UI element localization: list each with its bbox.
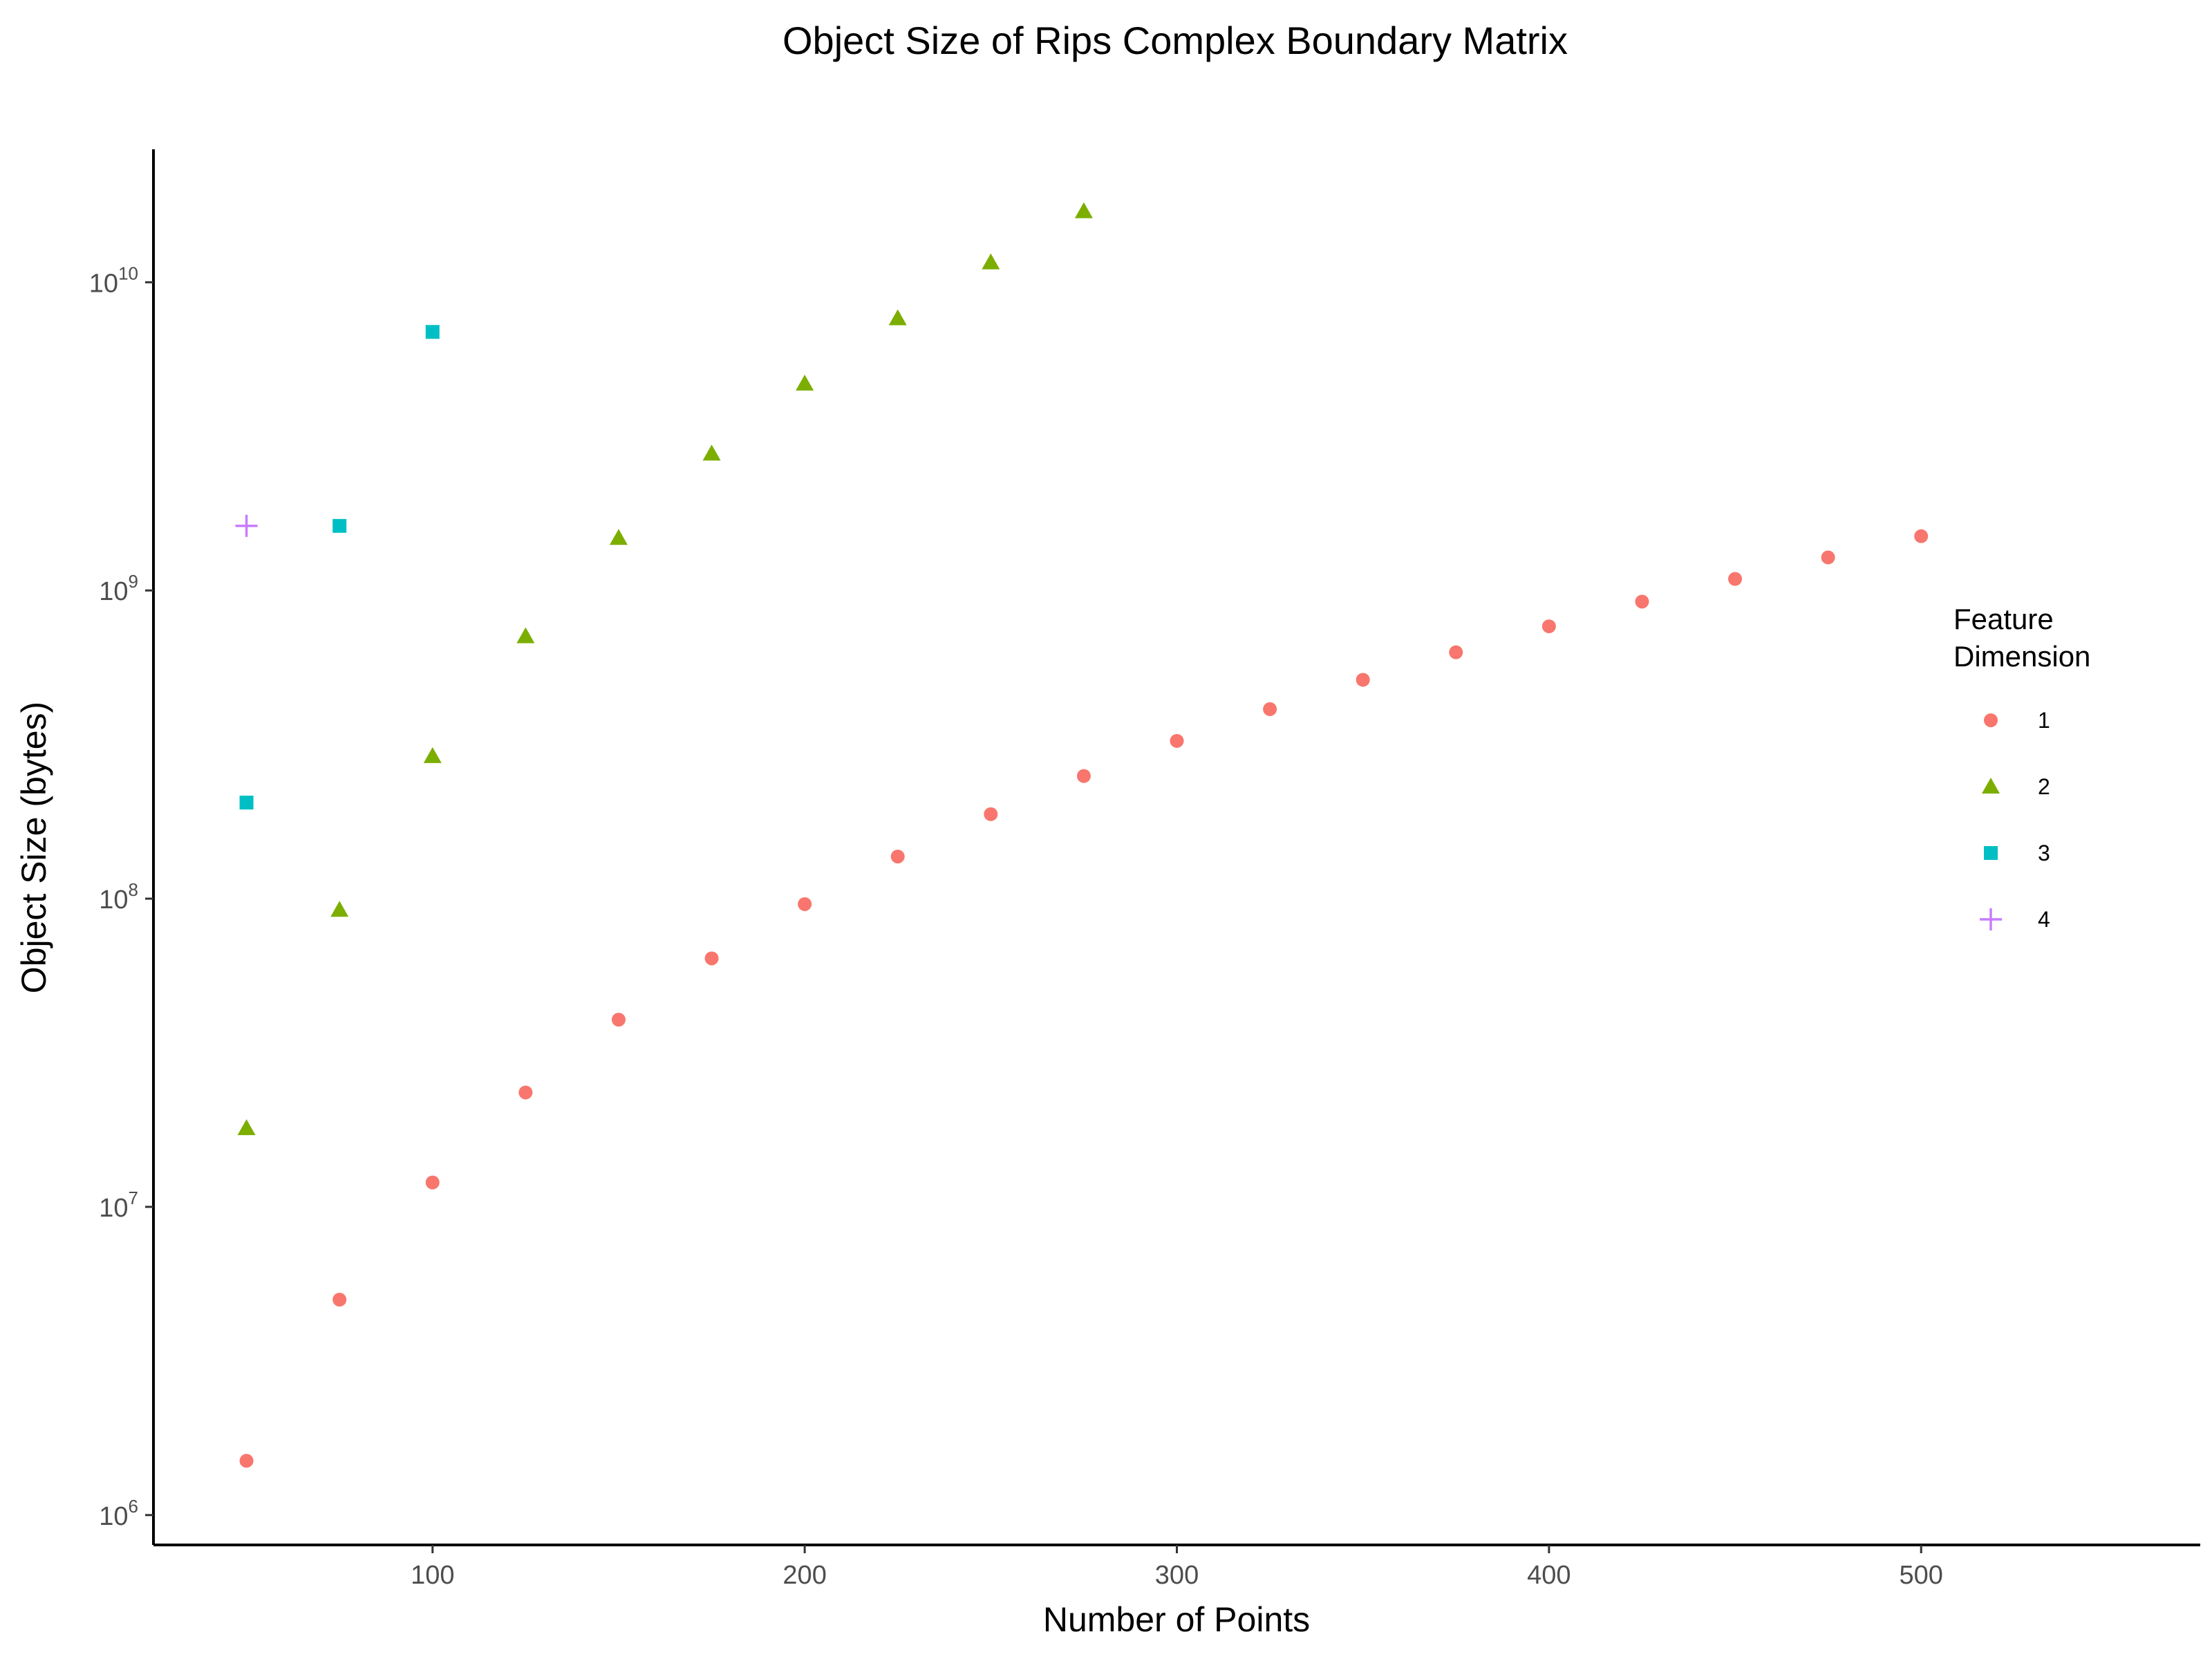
y-tick-label: 107	[99, 1188, 138, 1223]
y-tick-label: 108	[99, 879, 138, 915]
data-point	[796, 374, 814, 391]
data-point	[1076, 769, 1091, 783]
data-point	[982, 253, 1000, 270]
legend-label: 4	[2038, 907, 2050, 932]
data-points	[235, 202, 1929, 1468]
data-point	[1170, 733, 1184, 748]
data-point	[239, 796, 254, 810]
data-point	[425, 1175, 440, 1190]
series-1	[239, 529, 1929, 1468]
data-point	[611, 1013, 626, 1027]
data-point	[798, 897, 812, 911]
data-point	[332, 518, 347, 533]
data-point	[1356, 673, 1370, 687]
x-tick-label: 200	[782, 1561, 826, 1590]
series-4	[235, 514, 258, 537]
series-2	[237, 202, 1093, 1136]
data-point	[1263, 702, 1277, 716]
data-point	[984, 807, 998, 821]
legend-key	[1982, 778, 2000, 794]
x-tick-label: 400	[1527, 1561, 1571, 1590]
legend-item-2: 2	[1982, 774, 2050, 799]
legend-key	[1984, 713, 1998, 727]
x-axis-title: Number of Points	[1043, 1600, 1310, 1639]
legend-item-3: 3	[1984, 841, 2050, 865]
data-point	[239, 1454, 254, 1468]
legend-key	[1980, 908, 2002, 930]
x-tick-label: 500	[1900, 1561, 1943, 1590]
data-point	[237, 1119, 256, 1136]
data-point	[516, 627, 535, 644]
data-point	[330, 901, 349, 917]
y-tick-label: 1010	[89, 263, 138, 298]
data-point	[235, 514, 258, 537]
data-point	[332, 1293, 347, 1307]
legend-label: 2	[2038, 774, 2050, 799]
x-tick-label: 100	[411, 1561, 454, 1590]
legend-item-4: 4	[1980, 907, 2050, 932]
legend-label: 1	[2038, 708, 2050, 733]
data-point	[1914, 529, 1929, 543]
legend: Feature Dimension 1 2 3 4	[1953, 603, 2090, 932]
y-axis-title: Object Size (bytes)	[15, 702, 53, 993]
data-point	[888, 309, 907, 326]
data-point	[1821, 550, 1835, 565]
legend-items: 1 2 3 4	[1980, 708, 2050, 932]
x-ticks: 100 200 300 400 500	[411, 1545, 1943, 1590]
legend-title-line-2: Dimension	[1953, 640, 2090, 673]
data-point	[1541, 619, 1556, 634]
y-tick-label: 106	[99, 1496, 138, 1531]
data-point	[702, 444, 721, 461]
data-point	[425, 325, 440, 339]
legend-label: 3	[2038, 841, 2050, 865]
legend-item-1: 1	[1984, 708, 2050, 733]
legend-title-line-1: Feature	[1953, 603, 2054, 635]
data-point	[704, 951, 719, 966]
data-point	[1449, 645, 1463, 659]
data-point	[423, 747, 442, 763]
legend-title: Feature Dimension	[1953, 603, 2090, 673]
legend-key	[1984, 846, 1998, 860]
data-point	[1728, 572, 1743, 586]
x-tick-label: 300	[1155, 1561, 1199, 1590]
series-3	[239, 325, 440, 810]
data-point	[518, 1085, 533, 1100]
y-tick-label: 109	[99, 571, 138, 606]
data-point	[1074, 202, 1093, 218]
chart-title: Object Size of Rips Complex Boundary Mat…	[782, 19, 1568, 62]
data-point	[1635, 594, 1649, 609]
data-point	[890, 850, 905, 864]
plot-area: 100 200 300 400 500 106 107 108 109 1010	[89, 149, 2200, 1590]
data-point	[609, 529, 628, 545]
y-ticks: 106 107 108 109 1010	[89, 263, 153, 1531]
